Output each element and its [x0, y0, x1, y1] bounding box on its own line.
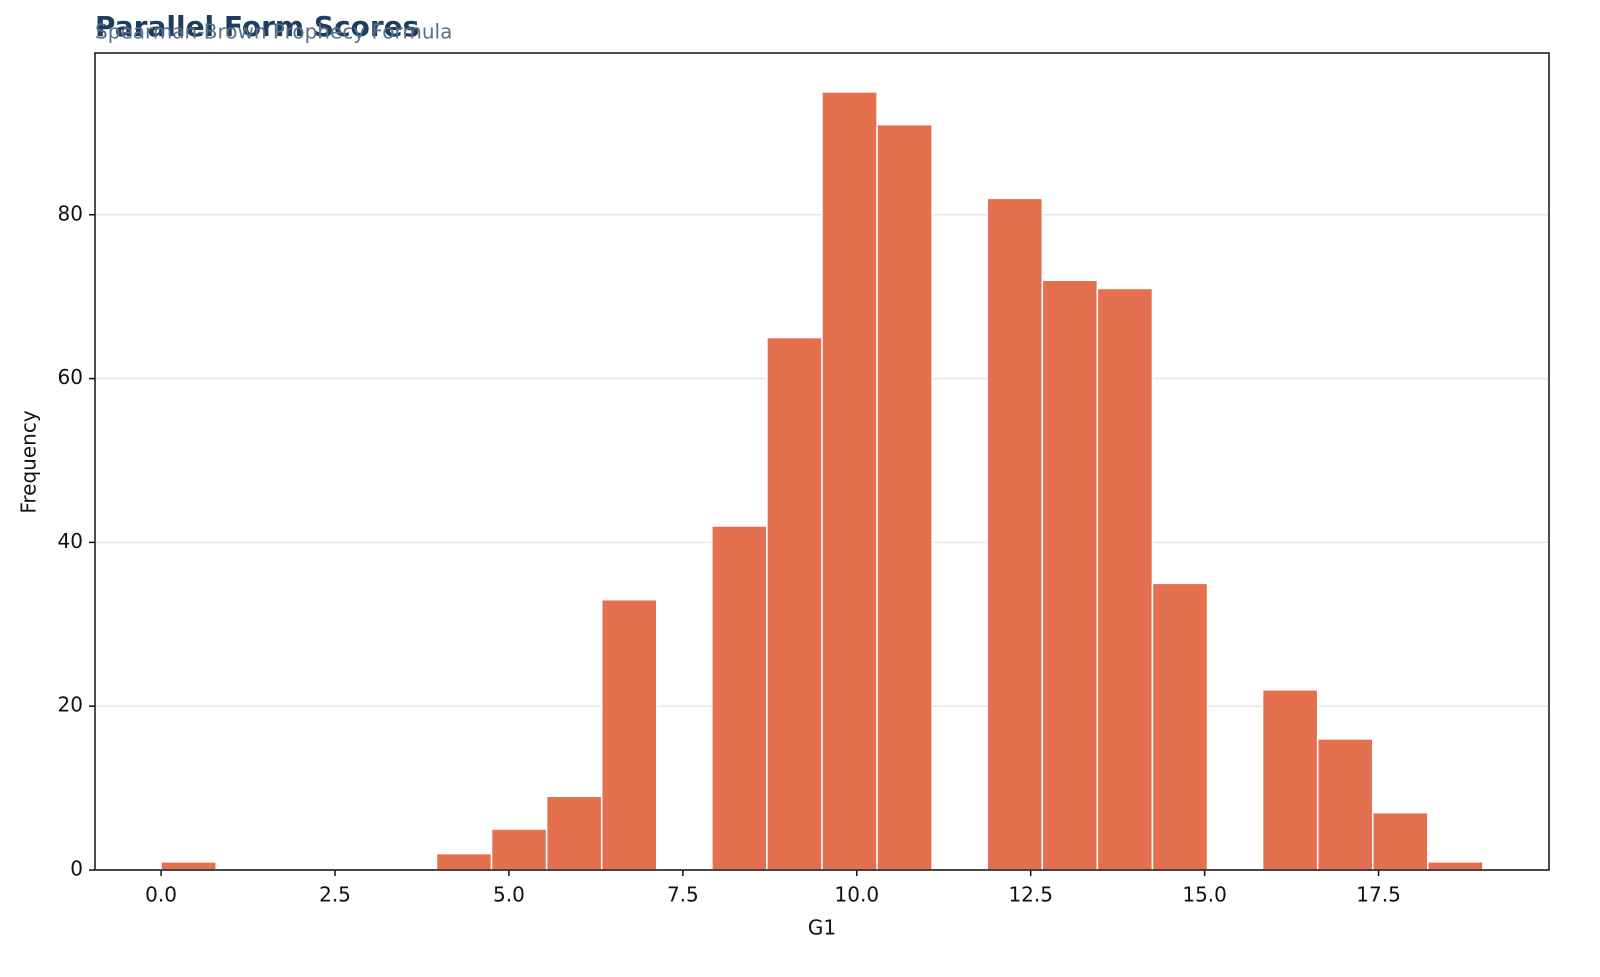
y-tick-label: 20	[58, 693, 83, 717]
bar	[766, 336, 823, 871]
x-tick-label: 2.5	[319, 883, 351, 907]
bar	[600, 598, 658, 871]
x-axis-label: G1	[808, 916, 836, 940]
bar	[711, 525, 768, 871]
x-tick-label: 17.5	[1356, 883, 1401, 907]
plot-frame	[94, 52, 1550, 871]
x-tick-label: 10.0	[835, 883, 880, 907]
bar	[545, 795, 603, 871]
bar	[821, 91, 878, 871]
bar	[1151, 582, 1209, 871]
bar	[1261, 689, 1319, 871]
y-tick-label: 40	[58, 529, 83, 553]
bar	[876, 123, 933, 871]
chart-subtitle: Spearman-Brown Prophecy Formula	[95, 20, 452, 44]
bar	[490, 828, 548, 871]
bar	[1427, 861, 1484, 871]
bar	[986, 197, 1044, 871]
bar	[1316, 738, 1374, 871]
x-tick-label: 15.0	[1182, 883, 1227, 907]
x-tick-label: 7.5	[667, 883, 699, 907]
y-axis-label: Frequency	[17, 410, 41, 513]
bar	[1041, 279, 1099, 871]
y-tick-label: 80	[58, 201, 83, 225]
y-tick-label: 60	[58, 365, 83, 389]
y-tick-label: 0	[70, 857, 83, 881]
bar	[1372, 811, 1429, 871]
x-tick-label: 12.5	[1008, 883, 1053, 907]
chart-title: Parallel Form Scores	[95, 10, 419, 43]
bar	[435, 852, 493, 871]
x-tick-label: 0.0	[145, 883, 177, 907]
bar	[160, 861, 217, 871]
x-tick-label: 5.0	[493, 883, 525, 907]
bar	[1096, 287, 1154, 871]
